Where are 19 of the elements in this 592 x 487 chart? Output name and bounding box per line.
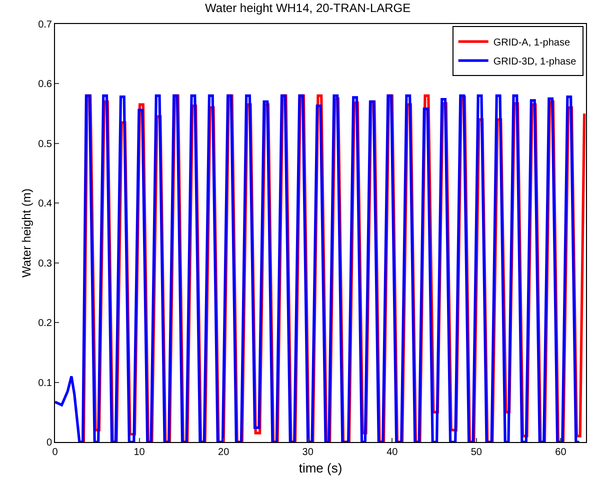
x-tick-label: 40 — [386, 447, 398, 458]
y-tick-label: 0.5 — [38, 138, 52, 150]
x-tick-label: 50 — [470, 447, 482, 458]
legend-label: GRID-3D, 1-phase — [493, 56, 577, 68]
y-tick-label: 0.4 — [38, 198, 52, 210]
legend-label: GRID-A, 1-phase — [493, 37, 570, 48]
y-tick-label: 0.3 — [38, 258, 52, 270]
y-tick-label: 0.2 — [38, 318, 52, 330]
y-tick-label: 0.1 — [38, 378, 52, 389]
x-axis-title: time (s) — [298, 460, 342, 476]
x-tick-label: 60 — [555, 447, 567, 458]
x-tick-label: 20 — [218, 447, 230, 458]
y-tick-label: 0.7 — [38, 20, 52, 30]
y-tick-label: 0 — [46, 438, 52, 448]
chart-title: Water height WH14, 20-TRAN-LARGE — [205, 0, 411, 15]
x-tick-label: 10 — [134, 447, 146, 458]
y-tick-label: 0.6 — [38, 79, 52, 90]
x-tick-label: 30 — [302, 447, 314, 458]
y-axis-title: Water height (m) — [19, 188, 34, 278]
